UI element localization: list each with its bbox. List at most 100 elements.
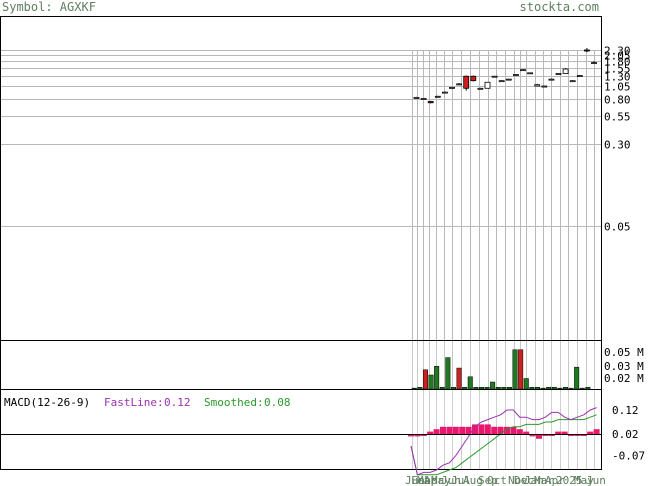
- x-axis-label: Jan: [524, 474, 544, 486]
- price-tick-label: 2.30: [604, 45, 631, 58]
- volume-bar: [529, 387, 535, 390]
- macd-tick-label: 0.12: [612, 404, 639, 417]
- site-label: stockta.com: [519, 0, 599, 14]
- volume-bar: [512, 349, 518, 390]
- candle-body: [591, 62, 597, 64]
- x-axis-label: Jul: [451, 474, 471, 486]
- candle-body: [441, 91, 448, 94]
- macd-panel: [0, 389, 602, 470]
- candle-body: [434, 95, 441, 98]
- volume-bar: [422, 369, 428, 390]
- smoothed-value: 0.08: [264, 396, 291, 409]
- macd-fast-line: [410, 407, 597, 476]
- x-axis-label: Oct: [487, 474, 507, 486]
- candle-body: [548, 78, 555, 81]
- candle-body: [562, 68, 569, 74]
- macd-histogram-bar: [504, 426, 510, 434]
- macd-histogram-bar: [516, 429, 523, 434]
- macd-histogram-bar: [452, 426, 459, 434]
- macd-histogram-bar: [440, 426, 446, 434]
- x-axis-label: Mar: [417, 474, 437, 486]
- price-tick-label: 1.55: [604, 63, 631, 76]
- volume-tick-label: 0.05 M: [604, 346, 644, 359]
- volume-bar: [478, 387, 484, 390]
- volume-bar: [462, 387, 468, 390]
- candle-body: [569, 80, 576, 83]
- smoothed-label: Smoothed:: [204, 396, 264, 409]
- volume-tick-label: 0.02 M: [604, 372, 644, 385]
- volume-bar: [456, 367, 462, 390]
- volume-bar: [506, 387, 512, 390]
- candle-body: [427, 101, 434, 104]
- candle-body: [498, 80, 505, 83]
- macd-histogram-bar: [491, 426, 498, 434]
- candle-body: [541, 85, 548, 88]
- candle-body: [456, 83, 463, 86]
- volume-bar: [501, 387, 507, 390]
- volume-panel: [0, 340, 602, 390]
- macd-histogram-bar: [497, 426, 504, 434]
- price-tick-label: 0.55: [604, 111, 631, 124]
- macd-histogram-bar: [529, 434, 536, 437]
- candle-body: [513, 74, 519, 76]
- price-panel: [0, 16, 602, 341]
- macd-tick-label: 0.02: [612, 428, 639, 441]
- candle-body: [534, 84, 541, 87]
- volume-bar: [450, 387, 456, 390]
- x-axis-label: Jun: [405, 474, 425, 486]
- candle-body: [505, 78, 512, 81]
- macd-histogram-bar: [536, 434, 542, 439]
- volume-bar: [490, 381, 496, 390]
- macd-histogram-bar: [465, 426, 472, 434]
- x-axis-label: May: [574, 474, 594, 486]
- x-axis-label: Apr: [545, 474, 565, 486]
- macd-histogram-bar: [478, 424, 485, 434]
- volume-bar: [546, 387, 552, 390]
- volume-bar: [467, 376, 473, 390]
- candle-body: [420, 98, 427, 100]
- volume-bar: [562, 387, 568, 390]
- volume-bar: [411, 387, 417, 390]
- volume-bar: [523, 378, 529, 390]
- candle-body: [477, 87, 484, 90]
- x-axis-label: 2025: [556, 474, 583, 486]
- x-axis-label: Apr: [424, 474, 444, 486]
- macd-histogram-bar: [561, 431, 568, 434]
- volume-bar: [557, 387, 563, 390]
- macd-histogram-bar: [427, 431, 434, 434]
- macd-smoothed-line: [410, 414, 597, 476]
- volume-bar: [445, 357, 451, 390]
- volume-bar: [495, 387, 501, 390]
- volume-bar: [434, 366, 440, 390]
- volume-bar: [428, 374, 434, 390]
- x-axis-label: Mar: [534, 474, 554, 486]
- volume-bar: [551, 387, 557, 390]
- x-axis-label: Sep: [478, 474, 498, 486]
- candle-body: [484, 81, 491, 89]
- macd-histogram-bar: [593, 429, 600, 434]
- macd-histogram-bar: [587, 431, 594, 434]
- candle-body: [413, 97, 420, 99]
- volume-bar: [484, 387, 490, 390]
- macd-histogram-bar: [433, 429, 440, 434]
- x-axis-label: Aug: [463, 474, 483, 486]
- candle-body: [520, 69, 526, 72]
- x-axis-label: Nov: [508, 474, 528, 486]
- price-tick-label: 1.05: [604, 81, 631, 94]
- candle-body: [470, 75, 477, 82]
- fastline-value: 0.12: [164, 396, 191, 409]
- volume-bar: [518, 349, 524, 390]
- volume-bar: [540, 387, 546, 390]
- price-tick-label: 0.80: [604, 94, 631, 107]
- candle-body: [576, 75, 583, 77]
- volume-bar: [568, 387, 574, 390]
- volume-bar: [585, 387, 591, 390]
- macd-histogram-bar: [414, 434, 421, 437]
- candle-body: [527, 72, 533, 75]
- symbol-label: Symbol: AGXKF: [2, 0, 96, 14]
- x-axis-label: Jun: [586, 474, 606, 486]
- macd-histogram-bar: [459, 426, 466, 434]
- x-axis-label: May: [431, 474, 451, 486]
